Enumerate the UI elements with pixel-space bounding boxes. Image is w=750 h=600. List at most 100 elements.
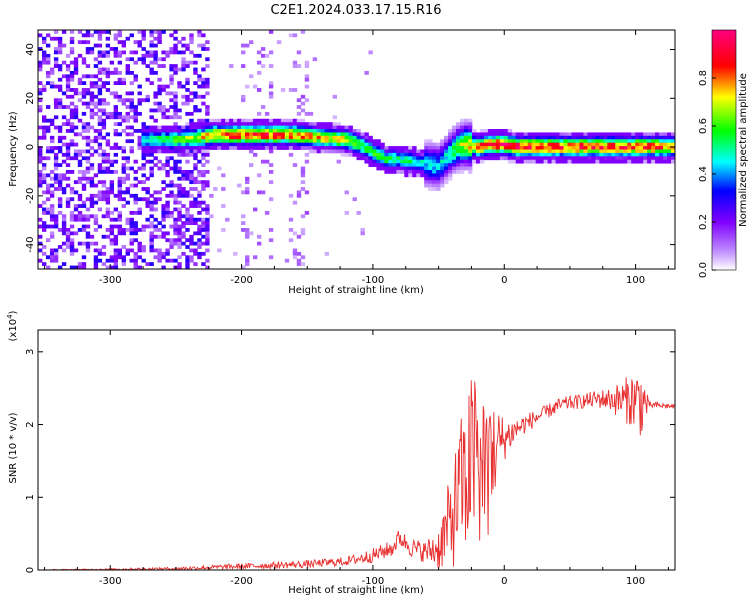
- heatmap-cell: [173, 163, 178, 167]
- heatmap-cell: [57, 47, 63, 51]
- heatmap-cell: [607, 132, 612, 137]
- heatmap-cell: [117, 176, 123, 181]
- heatmap-cell: [145, 50, 150, 55]
- heatmap-cell: [85, 224, 91, 229]
- heatmap-cell: [153, 156, 158, 161]
- heatmap-cell: [77, 241, 83, 246]
- heatmap-cell: [205, 142, 210, 147]
- heatmap-cell: [181, 187, 186, 191]
- heatmap-cell: [113, 262, 119, 266]
- heatmap-cell: [205, 81, 210, 86]
- heatmap-cell: [448, 159, 453, 164]
- heatmap-cell: [332, 139, 337, 144]
- heatmap-cell: [185, 98, 190, 103]
- heatmap-cell: [420, 166, 425, 171]
- heatmap-cell: [173, 169, 178, 174]
- heatmap-cell: [81, 60, 87, 65]
- heatmap-cell: [189, 98, 194, 103]
- heatmap-cell: [93, 105, 99, 109]
- heatmap-cell: [300, 129, 306, 133]
- heatmap-cell: [38, 64, 43, 68]
- heatmap-cell: [173, 200, 178, 205]
- heatmap-cell: [575, 142, 580, 147]
- heatmap-cell: [101, 118, 107, 123]
- heatmap-cell: [460, 135, 465, 140]
- heatmap-cell: [499, 139, 505, 144]
- heatmap-cell: [245, 146, 250, 150]
- heatmap-cell: [129, 146, 134, 150]
- heatmap-cell: [161, 108, 166, 113]
- heatmap-cell: [364, 149, 369, 154]
- heatmap-cell: [169, 193, 174, 198]
- heatmap-cell: [69, 210, 75, 215]
- heatmap-cell: [643, 159, 648, 164]
- heatmap-cell: [49, 255, 55, 260]
- heatmap-cell: [101, 101, 107, 106]
- heatmap-cell: [165, 50, 170, 55]
- heatmap-cell: [324, 122, 330, 126]
- heatmap-cell: [113, 47, 119, 51]
- heatmap-cell: [611, 132, 616, 137]
- heatmap-cell: [579, 142, 584, 147]
- heatmap-cell: [603, 139, 608, 144]
- heatmap-cell: [93, 262, 99, 266]
- heatmap-cell: [272, 125, 278, 130]
- heatmap-cell: [193, 139, 198, 144]
- heatmap-cell: [563, 142, 568, 147]
- heatmap-cell: [237, 142, 242, 147]
- heatmap-cell: [145, 224, 150, 229]
- heatmap-cell: [256, 88, 262, 92]
- heatmap-cell: [157, 88, 162, 92]
- heatmap-cell: [205, 118, 210, 123]
- heatmap-cell: [479, 139, 485, 144]
- heatmap-cell: [643, 142, 648, 147]
- heatmap-cell: [129, 248, 134, 253]
- heatmap-cell: [340, 152, 345, 157]
- heatmap-cell: [129, 132, 134, 137]
- heatmap-cell: [45, 183, 51, 188]
- heatmap-cell: [77, 180, 83, 185]
- colorbar-label: Normalized spectral amplitude: [738, 73, 749, 227]
- heatmap-cell: [205, 105, 210, 109]
- heatmap-cell: [352, 139, 357, 144]
- heatmap-cell: [109, 241, 115, 246]
- heatmap-cell: [49, 122, 55, 126]
- heatmap-cell: [316, 132, 322, 137]
- heatmap-cell: [201, 200, 206, 205]
- heatmap-cell: [41, 132, 47, 137]
- heatmap-cell: [38, 105, 43, 109]
- heatmap-cell: [523, 132, 529, 137]
- heatmap-cell: [41, 180, 47, 185]
- heatmap-cell: [61, 190, 67, 195]
- heatmap-cell: [587, 156, 592, 161]
- heatmap-cell: [161, 163, 166, 167]
- heatmap-cell: [308, 132, 314, 137]
- heatmap-cell: [237, 146, 242, 150]
- heatmap-cell: [245, 258, 250, 263]
- heatmap-cell: [245, 255, 250, 260]
- heatmap-cell: [113, 258, 119, 263]
- heatmap-cell: [539, 139, 545, 144]
- heatmap-cell: [217, 135, 222, 140]
- heatmap-cell: [57, 146, 63, 150]
- heatmap-cell: [157, 125, 162, 130]
- heatmap-cell: [591, 156, 596, 161]
- heatmap-cell: [539, 135, 545, 140]
- heatmap-cell: [173, 108, 178, 113]
- heatmap-cell: [161, 166, 166, 171]
- heatmap-cell: [412, 173, 417, 178]
- heatmap-cell: [659, 139, 664, 144]
- heatmap-cell: [252, 118, 258, 123]
- heatmap-cell: [189, 142, 194, 147]
- heatmap-cell: [487, 129, 493, 133]
- heatmap-cell: [280, 122, 286, 126]
- heatmap-cell: [157, 108, 162, 113]
- heatmap-cell: [392, 146, 397, 150]
- heatmap-cell: [463, 139, 469, 144]
- heatmap-cell: [241, 43, 246, 48]
- heatmap-cell: [145, 200, 150, 205]
- heatmap-cell: [161, 217, 166, 222]
- heatmap-cell: [129, 57, 134, 62]
- heatmap-cell: [181, 43, 186, 48]
